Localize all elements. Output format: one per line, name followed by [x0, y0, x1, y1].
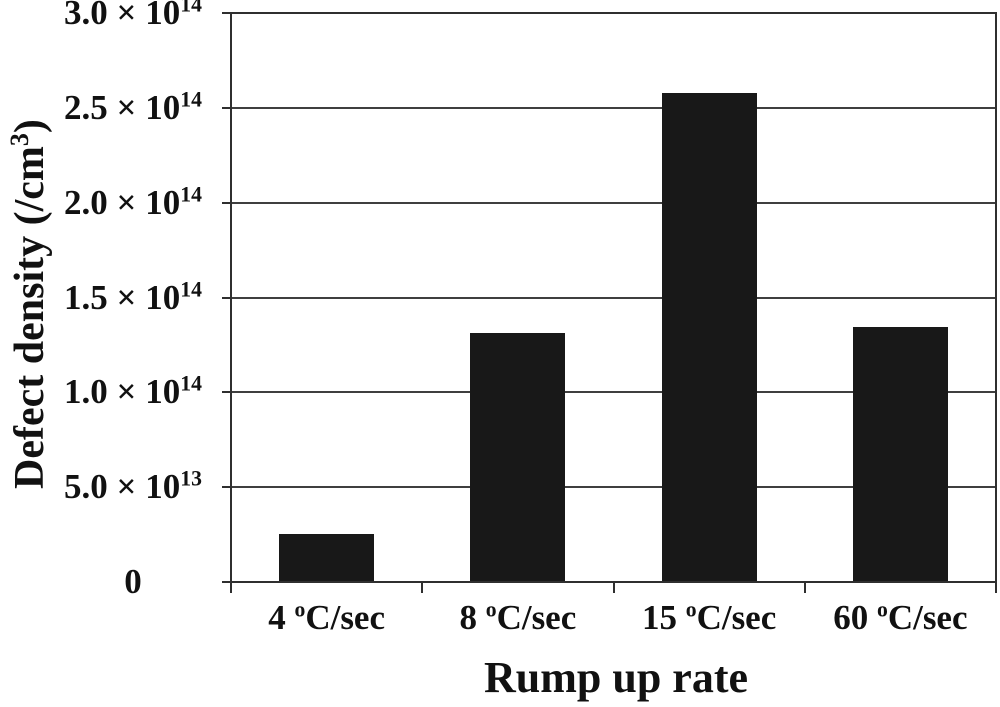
superscript: o — [294, 597, 306, 622]
y-axis-tick — [222, 296, 230, 299]
gridline — [232, 486, 995, 489]
plot-area — [230, 12, 997, 583]
gridline — [232, 106, 995, 109]
superscript: 14 — [180, 182, 202, 206]
superscript: 14 — [180, 276, 202, 301]
y-tick-label: 3.0 × 1014 — [55, 0, 211, 31]
gridline — [232, 201, 995, 204]
superscript: 14 — [180, 371, 202, 396]
superscript: o — [876, 597, 888, 622]
superscript: o — [485, 597, 497, 622]
y-axis-tick — [222, 12, 230, 14]
y-tick-label: 2.5 × 1014 — [64, 87, 202, 127]
y-tick-label: 5.0 × 1013 — [64, 466, 202, 507]
bar-4 °C/sec — [279, 533, 375, 581]
y-axis-tick — [222, 581, 230, 583]
x-axis-tick — [995, 583, 997, 593]
superscript: 3 — [5, 133, 34, 147]
superscript: 13 — [180, 466, 202, 491]
gridline — [232, 296, 995, 299]
x-tick-label: 15 oC/sec — [641, 597, 777, 637]
y-axis-title: Defect density (/cm3) — [5, 119, 53, 489]
x-axis-tick — [421, 583, 424, 593]
x-axis-tick — [803, 583, 806, 593]
x-tick-label: 8 oC/sec — [459, 597, 577, 637]
y-axis-tick — [222, 106, 230, 109]
x-tick-label: 60 oC/sec — [833, 597, 968, 637]
bar-15 °C/sec — [661, 92, 757, 581]
superscript: 14 — [180, 0, 202, 17]
bar-8 °C/sec — [470, 332, 566, 581]
y-axis-tick — [222, 391, 230, 394]
y-tick-label: 2.0 × 1014 — [64, 182, 202, 222]
gridline — [232, 391, 995, 394]
superscript: 14 — [180, 87, 202, 112]
y-axis-tick — [222, 201, 230, 204]
y-tick-label: 1.5 × 1014 — [64, 276, 202, 317]
bar-60 °C/sec — [852, 327, 948, 581]
x-tick-label: 4 oC/sec — [268, 597, 386, 637]
superscript: o — [685, 597, 697, 622]
x-axis-title: Rump up rate — [483, 653, 749, 702]
x-axis-tick — [612, 583, 615, 593]
y-tick-label: 1.0 × 1014 — [64, 371, 202, 412]
y-tick-label: 0 — [124, 562, 142, 601]
y-axis-tick — [222, 486, 230, 489]
x-axis-tick — [230, 583, 232, 593]
